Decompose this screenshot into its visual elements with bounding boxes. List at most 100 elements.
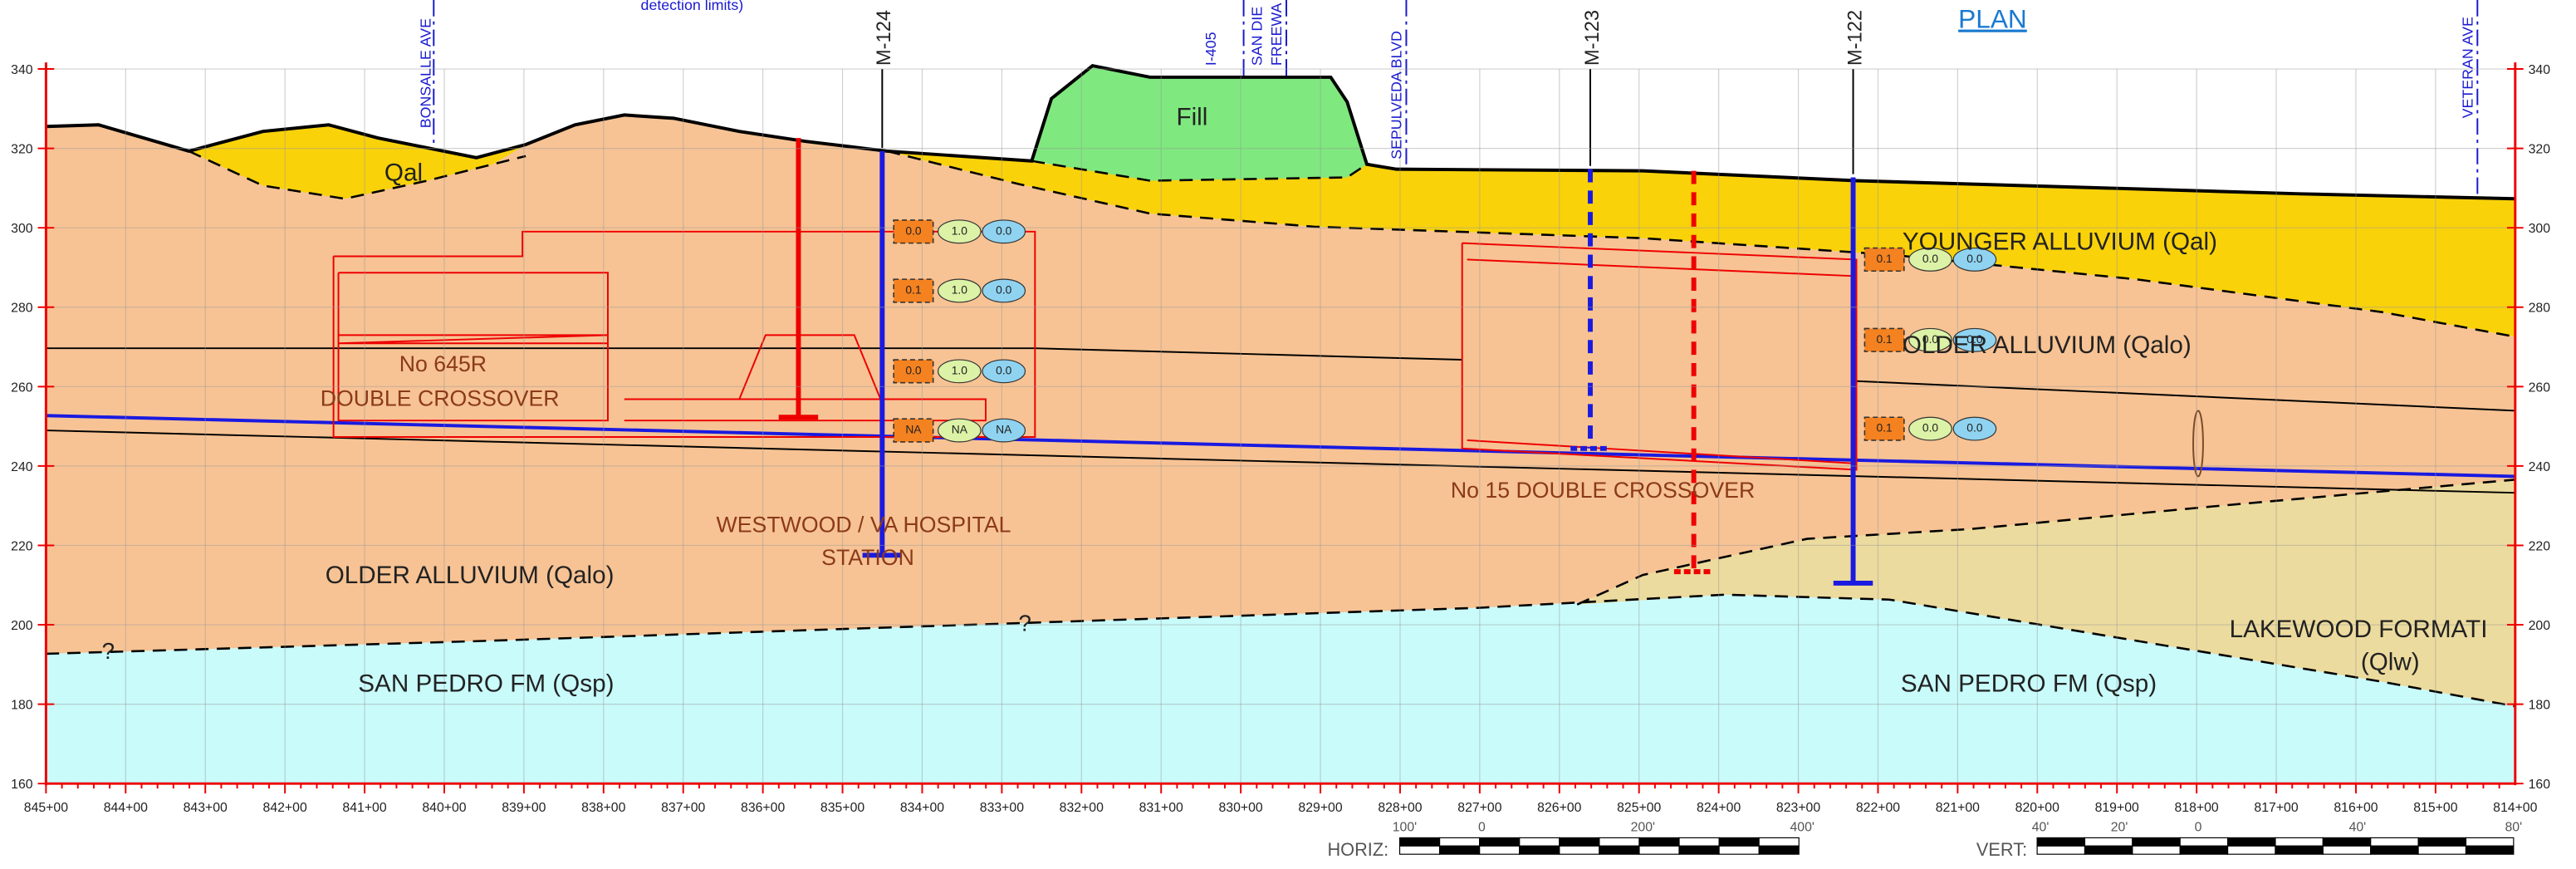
x-tick-label: 825+00: [1617, 801, 1661, 815]
scale-cell: [1679, 837, 1719, 846]
sample-value: 1.0: [952, 364, 968, 377]
y-tick-label: 320: [11, 143, 33, 157]
x-tick-label: 817+00: [2254, 801, 2298, 815]
structure-label: No 15 DOUBLE CROSSOVER: [1451, 478, 1755, 503]
structure-label: STATION: [821, 545, 914, 570]
scale-cell: [1480, 837, 1520, 846]
unit-label: SAN PEDRO FM (Qsp): [358, 670, 614, 697]
scale-cell: [2466, 837, 2513, 846]
x-tick-label: 816+00: [2334, 801, 2378, 815]
page: 3403403203203003002802802602602402402202…: [0, 0, 2576, 869]
scale-cell: [1599, 837, 1639, 846]
scale-cell: [1639, 846, 1679, 854]
x-tick-label: 828+00: [1378, 801, 1422, 815]
sample-value: 0.0: [1966, 421, 1983, 434]
y-tick-label: 340: [11, 63, 33, 77]
scale-cell: [1719, 846, 1759, 854]
sample-value: 0.1: [905, 283, 922, 297]
sample-value: 0.0: [996, 283, 1012, 297]
scale-cell: [1560, 846, 1599, 854]
scale-tick: 200': [1631, 821, 1655, 835]
unit-label: YOUNGER ALLUVIUM (Qal): [1903, 228, 2217, 256]
x-tick-label: 814+00: [2493, 801, 2537, 815]
scale-cell: [2180, 846, 2227, 854]
sample-value: 0.0: [996, 223, 1012, 237]
scale-cell: [2037, 846, 2084, 854]
scale-label: VERT:: [1976, 839, 2027, 860]
street: FREEWA: [1268, 3, 1285, 66]
cross-section: 3403403203203003002802802602602402402202…: [0, 0, 2576, 869]
scale-tick: 20': [2111, 821, 2128, 835]
scale-tick: 0: [2195, 821, 2202, 835]
well-label: M-122: [1844, 10, 1866, 66]
scale-tick: 0: [1478, 821, 1486, 835]
scale-cell: [1759, 837, 1799, 846]
x-tick-label: 830+00: [1219, 801, 1263, 815]
sample-value: 0.1: [1877, 332, 1893, 346]
scale-cell: [1440, 846, 1480, 854]
scale-cell: [1719, 837, 1759, 846]
sample-value: 0.0: [905, 223, 922, 237]
scale-cell: [1400, 837, 1440, 846]
unit-label: (Qlw): [2361, 649, 2420, 676]
y-tick-label: 240: [11, 460, 33, 474]
scale-cell: [2180, 837, 2227, 846]
y-tick-label: 180: [11, 699, 33, 713]
x-tick-label: 820+00: [2015, 801, 2059, 815]
scale-cell: [1400, 846, 1440, 854]
sample-value: 0.0: [905, 364, 922, 377]
scale-cell: [1440, 837, 1480, 846]
scale-cell: [2371, 837, 2418, 846]
scale-cell: [1759, 846, 1799, 854]
scale-cell: [2275, 837, 2323, 846]
scale-cell: [2037, 837, 2084, 846]
scale-tick: 80': [2505, 821, 2523, 835]
x-tick-label: 821+00: [1936, 801, 1980, 815]
scale-tick: 400': [1790, 821, 1814, 835]
scale-cell: [1520, 846, 1560, 854]
scale-cell: [2084, 846, 2132, 854]
x-tick-label: 831+00: [1139, 801, 1183, 815]
scale-cell: [2323, 846, 2370, 854]
sample-value: 0.1: [1877, 421, 1893, 434]
scale-cell: [2418, 837, 2466, 846]
scale-cell: [1480, 846, 1520, 854]
x-tick-label: 827+00: [1457, 801, 1501, 815]
structure-label: DOUBLE CROSSOVER: [321, 385, 560, 410]
y-tick-label: 300: [11, 222, 33, 236]
x-tick-label: 826+00: [1537, 801, 1581, 815]
sample-value: NA: [996, 423, 1012, 436]
y-tick-label: 260: [2529, 380, 2551, 395]
scale-cell: [2084, 837, 2132, 846]
unit-label: OLDER ALLUVIUM (Qalo): [1903, 331, 2192, 359]
street: VETERAN AVE: [2459, 17, 2476, 118]
x-tick-label: 819+00: [2095, 801, 2139, 815]
y-tick-label: 340: [2529, 63, 2551, 77]
x-tick-label: 824+00: [1697, 801, 1741, 815]
query: ?: [1019, 610, 1031, 636]
sample-value: 1.0: [952, 223, 968, 237]
x-tick-label: 839+00: [502, 801, 546, 815]
y-tick-label: 280: [2529, 302, 2551, 316]
well-leaders: [882, 69, 1853, 174]
y-tick-label: 300: [2529, 222, 2551, 236]
scale-cell: [2133, 846, 2180, 854]
x-tick-label: 836+00: [741, 801, 785, 815]
unit-label: Fill: [1176, 103, 1207, 130]
well-label: M-124: [874, 10, 895, 66]
query: ?: [102, 638, 115, 664]
y-tick-label: 220: [2529, 539, 2551, 553]
scale-cell: [2228, 846, 2275, 854]
scale-bars: HORIZ: VERT: 100'0200'400'40'20'040'80': [1327, 821, 2522, 861]
y-tick-label: 200: [11, 619, 33, 633]
x-tick-label: 815+00: [2413, 801, 2457, 815]
scale-cell: [1599, 846, 1639, 854]
unit-label: OLDER ALLUVIUM (Qalo): [326, 562, 615, 589]
x-tick-label: 840+00: [422, 801, 466, 815]
y-tick-label: 280: [11, 302, 33, 316]
scale-cell: [1679, 846, 1719, 854]
y-tick-label: 260: [11, 380, 33, 395]
structure-label: WESTWOOD / VA HOSPITAL: [717, 513, 1011, 538]
sample-value: NA: [952, 423, 968, 436]
x-tick-label: 842+00: [263, 801, 307, 815]
